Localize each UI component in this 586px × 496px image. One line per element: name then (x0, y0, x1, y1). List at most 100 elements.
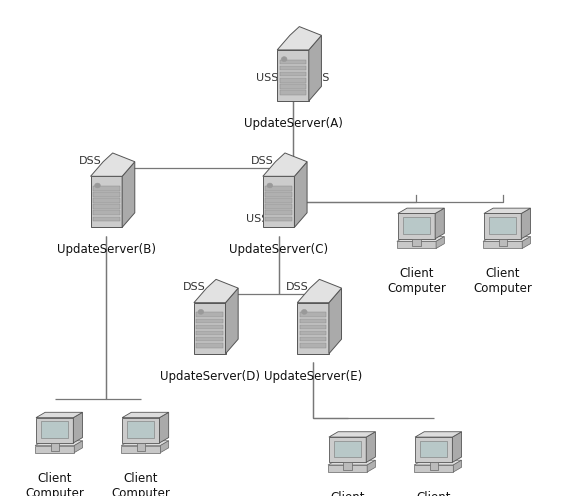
FancyBboxPatch shape (300, 324, 326, 329)
Polygon shape (436, 237, 444, 248)
Polygon shape (366, 432, 376, 462)
Polygon shape (36, 418, 73, 443)
Polygon shape (489, 217, 516, 234)
Polygon shape (413, 239, 421, 247)
Polygon shape (226, 288, 238, 354)
Polygon shape (329, 288, 342, 354)
Polygon shape (403, 217, 430, 234)
Text: Client
Computer: Client Computer (473, 267, 532, 296)
FancyBboxPatch shape (265, 210, 292, 215)
Polygon shape (277, 27, 322, 50)
FancyBboxPatch shape (280, 72, 306, 76)
Polygon shape (483, 242, 522, 248)
Polygon shape (414, 460, 462, 465)
Polygon shape (122, 162, 135, 227)
FancyBboxPatch shape (93, 210, 120, 215)
Polygon shape (328, 465, 367, 472)
Polygon shape (263, 153, 307, 176)
Polygon shape (522, 237, 530, 248)
FancyBboxPatch shape (265, 204, 292, 209)
Circle shape (301, 310, 307, 314)
Polygon shape (36, 412, 83, 418)
Text: USS: USS (246, 214, 268, 224)
Polygon shape (91, 153, 135, 176)
FancyBboxPatch shape (93, 217, 120, 221)
Polygon shape (398, 213, 435, 239)
FancyBboxPatch shape (300, 312, 326, 317)
Polygon shape (194, 279, 238, 303)
Polygon shape (137, 443, 145, 450)
Text: USS: USS (308, 73, 330, 83)
Polygon shape (398, 208, 444, 213)
FancyBboxPatch shape (265, 217, 292, 221)
Polygon shape (35, 441, 83, 445)
FancyBboxPatch shape (300, 343, 326, 348)
Text: USS: USS (256, 73, 279, 83)
FancyBboxPatch shape (196, 337, 223, 341)
Polygon shape (41, 422, 68, 438)
Polygon shape (484, 213, 522, 239)
FancyBboxPatch shape (196, 318, 223, 323)
Text: UpdateServer(E): UpdateServer(E) (264, 370, 362, 382)
Text: DSS: DSS (79, 156, 102, 166)
Polygon shape (194, 303, 226, 354)
Polygon shape (415, 437, 452, 462)
Polygon shape (73, 412, 83, 443)
Polygon shape (161, 441, 169, 453)
Polygon shape (397, 237, 444, 242)
Polygon shape (343, 462, 352, 470)
Text: Client
Computer: Client Computer (25, 472, 84, 496)
Text: Client
Computer: Client Computer (318, 491, 377, 496)
Text: DSS: DSS (286, 282, 308, 292)
Polygon shape (127, 422, 154, 438)
Polygon shape (397, 242, 436, 248)
Polygon shape (430, 462, 438, 470)
Circle shape (267, 183, 272, 188)
Polygon shape (35, 445, 74, 453)
Polygon shape (483, 237, 530, 242)
Text: UpdateServer(D): UpdateServer(D) (160, 370, 260, 382)
Text: Client
Computer: Client Computer (404, 491, 463, 496)
Text: UpdateServer(C): UpdateServer(C) (229, 243, 328, 256)
FancyBboxPatch shape (280, 84, 306, 89)
Polygon shape (484, 208, 530, 213)
Polygon shape (329, 437, 366, 462)
Polygon shape (309, 35, 322, 101)
FancyBboxPatch shape (196, 343, 223, 348)
Text: UpdateServer(A): UpdateServer(A) (244, 117, 342, 130)
FancyBboxPatch shape (93, 198, 120, 203)
Polygon shape (415, 432, 462, 437)
Text: DSS: DSS (182, 282, 205, 292)
Circle shape (281, 57, 287, 62)
Polygon shape (297, 303, 329, 354)
FancyBboxPatch shape (280, 66, 306, 70)
FancyBboxPatch shape (300, 318, 326, 323)
FancyBboxPatch shape (93, 186, 120, 190)
Polygon shape (121, 445, 161, 453)
Polygon shape (91, 176, 122, 227)
FancyBboxPatch shape (93, 204, 120, 209)
FancyBboxPatch shape (196, 331, 223, 335)
Polygon shape (334, 441, 361, 457)
FancyBboxPatch shape (280, 78, 306, 83)
Polygon shape (420, 441, 447, 457)
FancyBboxPatch shape (196, 324, 223, 329)
Polygon shape (329, 432, 376, 437)
Polygon shape (454, 460, 462, 472)
Polygon shape (50, 443, 59, 450)
FancyBboxPatch shape (280, 90, 306, 95)
Polygon shape (452, 432, 462, 462)
Circle shape (198, 310, 204, 314)
Polygon shape (277, 50, 309, 101)
Polygon shape (122, 418, 159, 443)
Polygon shape (414, 465, 454, 472)
Polygon shape (499, 239, 507, 247)
Text: DSS: DSS (251, 156, 274, 166)
Polygon shape (263, 176, 294, 227)
FancyBboxPatch shape (280, 60, 306, 64)
Polygon shape (159, 412, 169, 443)
Polygon shape (522, 208, 530, 239)
Polygon shape (435, 208, 444, 239)
Polygon shape (294, 162, 307, 227)
FancyBboxPatch shape (300, 337, 326, 341)
